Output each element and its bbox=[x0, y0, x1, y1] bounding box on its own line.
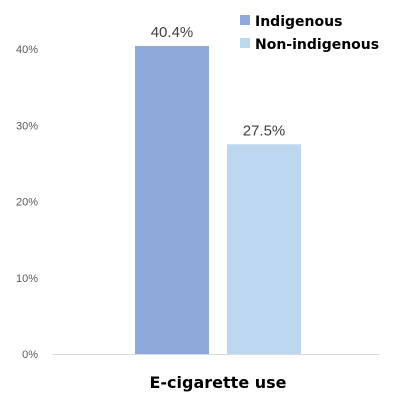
bar-indigenous bbox=[135, 45, 209, 354]
bars bbox=[135, 45, 301, 354]
data-label-non-indigenous: 27.5% bbox=[243, 122, 286, 139]
y-tick-label: 30% bbox=[16, 120, 38, 132]
legend-swatch-non-indigenous bbox=[240, 38, 250, 48]
y-tick-label: 40% bbox=[16, 44, 38, 56]
y-axis-ticks: 0% 10% 20% 30% 40% bbox=[16, 44, 38, 361]
data-label-indigenous: 40.4% bbox=[151, 24, 194, 41]
bar-non-indigenous bbox=[227, 144, 301, 354]
data-labels: 40.4% 27.5% bbox=[151, 24, 286, 139]
x-axis-label: E-cigarette use bbox=[149, 373, 286, 392]
y-tick-label: 20% bbox=[16, 197, 38, 209]
y-tick-label: 0% bbox=[22, 349, 38, 361]
legend-swatch-indigenous bbox=[240, 15, 250, 25]
y-tick-label: 10% bbox=[16, 273, 38, 285]
legend-label-indigenous: Indigenous bbox=[255, 14, 342, 30]
legend-label-non-indigenous: Non-indigenous bbox=[255, 37, 379, 53]
legend: Indigenous Non-indigenous bbox=[240, 14, 379, 53]
